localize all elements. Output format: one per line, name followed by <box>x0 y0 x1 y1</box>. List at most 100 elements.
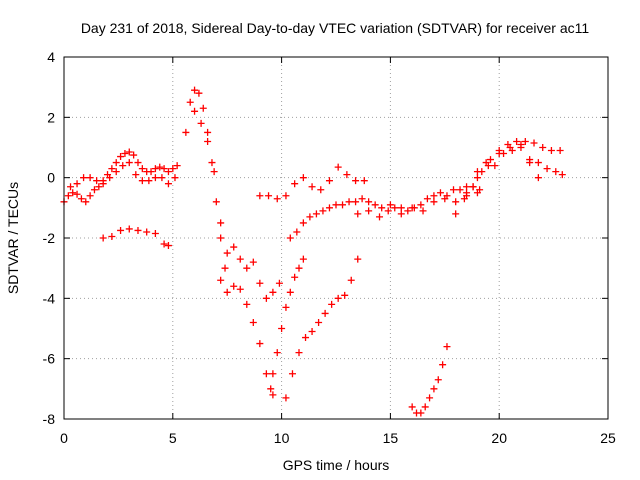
data-point <box>339 201 347 209</box>
data-point <box>67 183 75 191</box>
data-point <box>452 198 460 206</box>
data-point <box>112 159 120 167</box>
series-7 <box>256 163 368 203</box>
data-point <box>160 165 168 173</box>
data-point <box>354 210 362 218</box>
data-point <box>315 318 323 326</box>
data-point <box>221 264 229 272</box>
data-point <box>526 159 534 167</box>
data-point <box>397 204 405 212</box>
data-point <box>256 340 264 348</box>
y-tick-label: 0 <box>47 170 55 186</box>
data-points <box>60 86 566 417</box>
data-point <box>164 168 172 176</box>
data-point <box>243 264 251 272</box>
data-point <box>506 144 514 151</box>
data-point <box>325 204 333 212</box>
series-15 <box>463 140 542 191</box>
y-tick-label: 4 <box>47 49 55 65</box>
data-point <box>430 192 438 200</box>
series-3 <box>99 225 172 250</box>
data-point <box>371 201 379 209</box>
data-point <box>138 177 146 185</box>
data-point <box>204 137 212 145</box>
data-point <box>69 189 77 197</box>
data-point <box>530 139 538 147</box>
data-point <box>249 318 257 326</box>
data-point <box>421 403 429 411</box>
data-point <box>130 151 138 159</box>
data-point <box>463 183 471 191</box>
data-point <box>286 288 294 296</box>
data-point <box>347 276 355 284</box>
data-point <box>408 403 416 411</box>
data-point <box>90 186 98 194</box>
data-point <box>460 195 468 203</box>
data-point <box>212 198 220 206</box>
data-point <box>417 201 425 209</box>
data-point <box>325 177 333 185</box>
data-point <box>99 234 107 242</box>
data-point <box>86 192 94 200</box>
data-point <box>119 162 127 170</box>
data-point <box>236 255 244 263</box>
data-point <box>282 394 290 402</box>
data-point <box>191 86 199 94</box>
data-point <box>386 201 394 209</box>
data-point <box>73 190 81 198</box>
data-point <box>419 207 427 215</box>
data-point <box>112 168 120 176</box>
data-point <box>151 174 159 182</box>
data-point <box>243 300 251 308</box>
series-9 <box>282 255 362 402</box>
data-point <box>82 198 90 206</box>
y-tick-label: -2 <box>43 230 56 246</box>
data-point <box>352 198 360 206</box>
data-point <box>365 207 373 215</box>
data-point <box>430 385 438 393</box>
data-point <box>308 328 316 336</box>
series-8 <box>269 255 307 378</box>
data-point <box>408 204 416 212</box>
data-point <box>223 249 231 257</box>
x-tick-label: 20 <box>491 430 507 446</box>
data-point <box>391 204 399 212</box>
data-point <box>439 361 447 369</box>
y-tick-label: -8 <box>43 411 56 427</box>
data-point <box>77 195 85 203</box>
data-point <box>288 370 296 378</box>
data-point <box>495 150 503 158</box>
data-point <box>249 258 257 266</box>
data-point <box>199 104 207 112</box>
data-point <box>299 219 307 227</box>
data-point <box>417 409 425 417</box>
data-point <box>164 242 172 250</box>
data-point <box>534 159 542 167</box>
data-point <box>456 186 464 194</box>
data-point <box>117 153 125 161</box>
data-point <box>352 177 360 185</box>
data-point <box>341 291 349 299</box>
data-point <box>426 394 434 402</box>
series-11 <box>354 189 481 221</box>
data-point <box>354 255 362 263</box>
data-point <box>473 189 481 197</box>
data-point <box>286 234 294 242</box>
x-tick-label: 10 <box>274 430 290 446</box>
data-point <box>334 163 342 171</box>
data-point <box>156 163 164 171</box>
chart-title: Day 231 of 2018, Sidereal Day-to-day VTE… <box>81 20 590 36</box>
series-6 <box>217 276 277 399</box>
data-point <box>312 210 320 218</box>
data-point <box>171 174 179 182</box>
data-point <box>204 128 212 136</box>
data-point <box>217 234 225 242</box>
grid <box>64 57 608 419</box>
data-point <box>108 165 116 173</box>
data-point <box>521 137 529 145</box>
data-point <box>291 180 299 188</box>
data-point <box>436 189 444 197</box>
data-point <box>328 300 336 308</box>
axis-ticks: 0 5 10 15 20 25 -8 -6 -4 -2 0 2 4 <box>43 49 616 446</box>
